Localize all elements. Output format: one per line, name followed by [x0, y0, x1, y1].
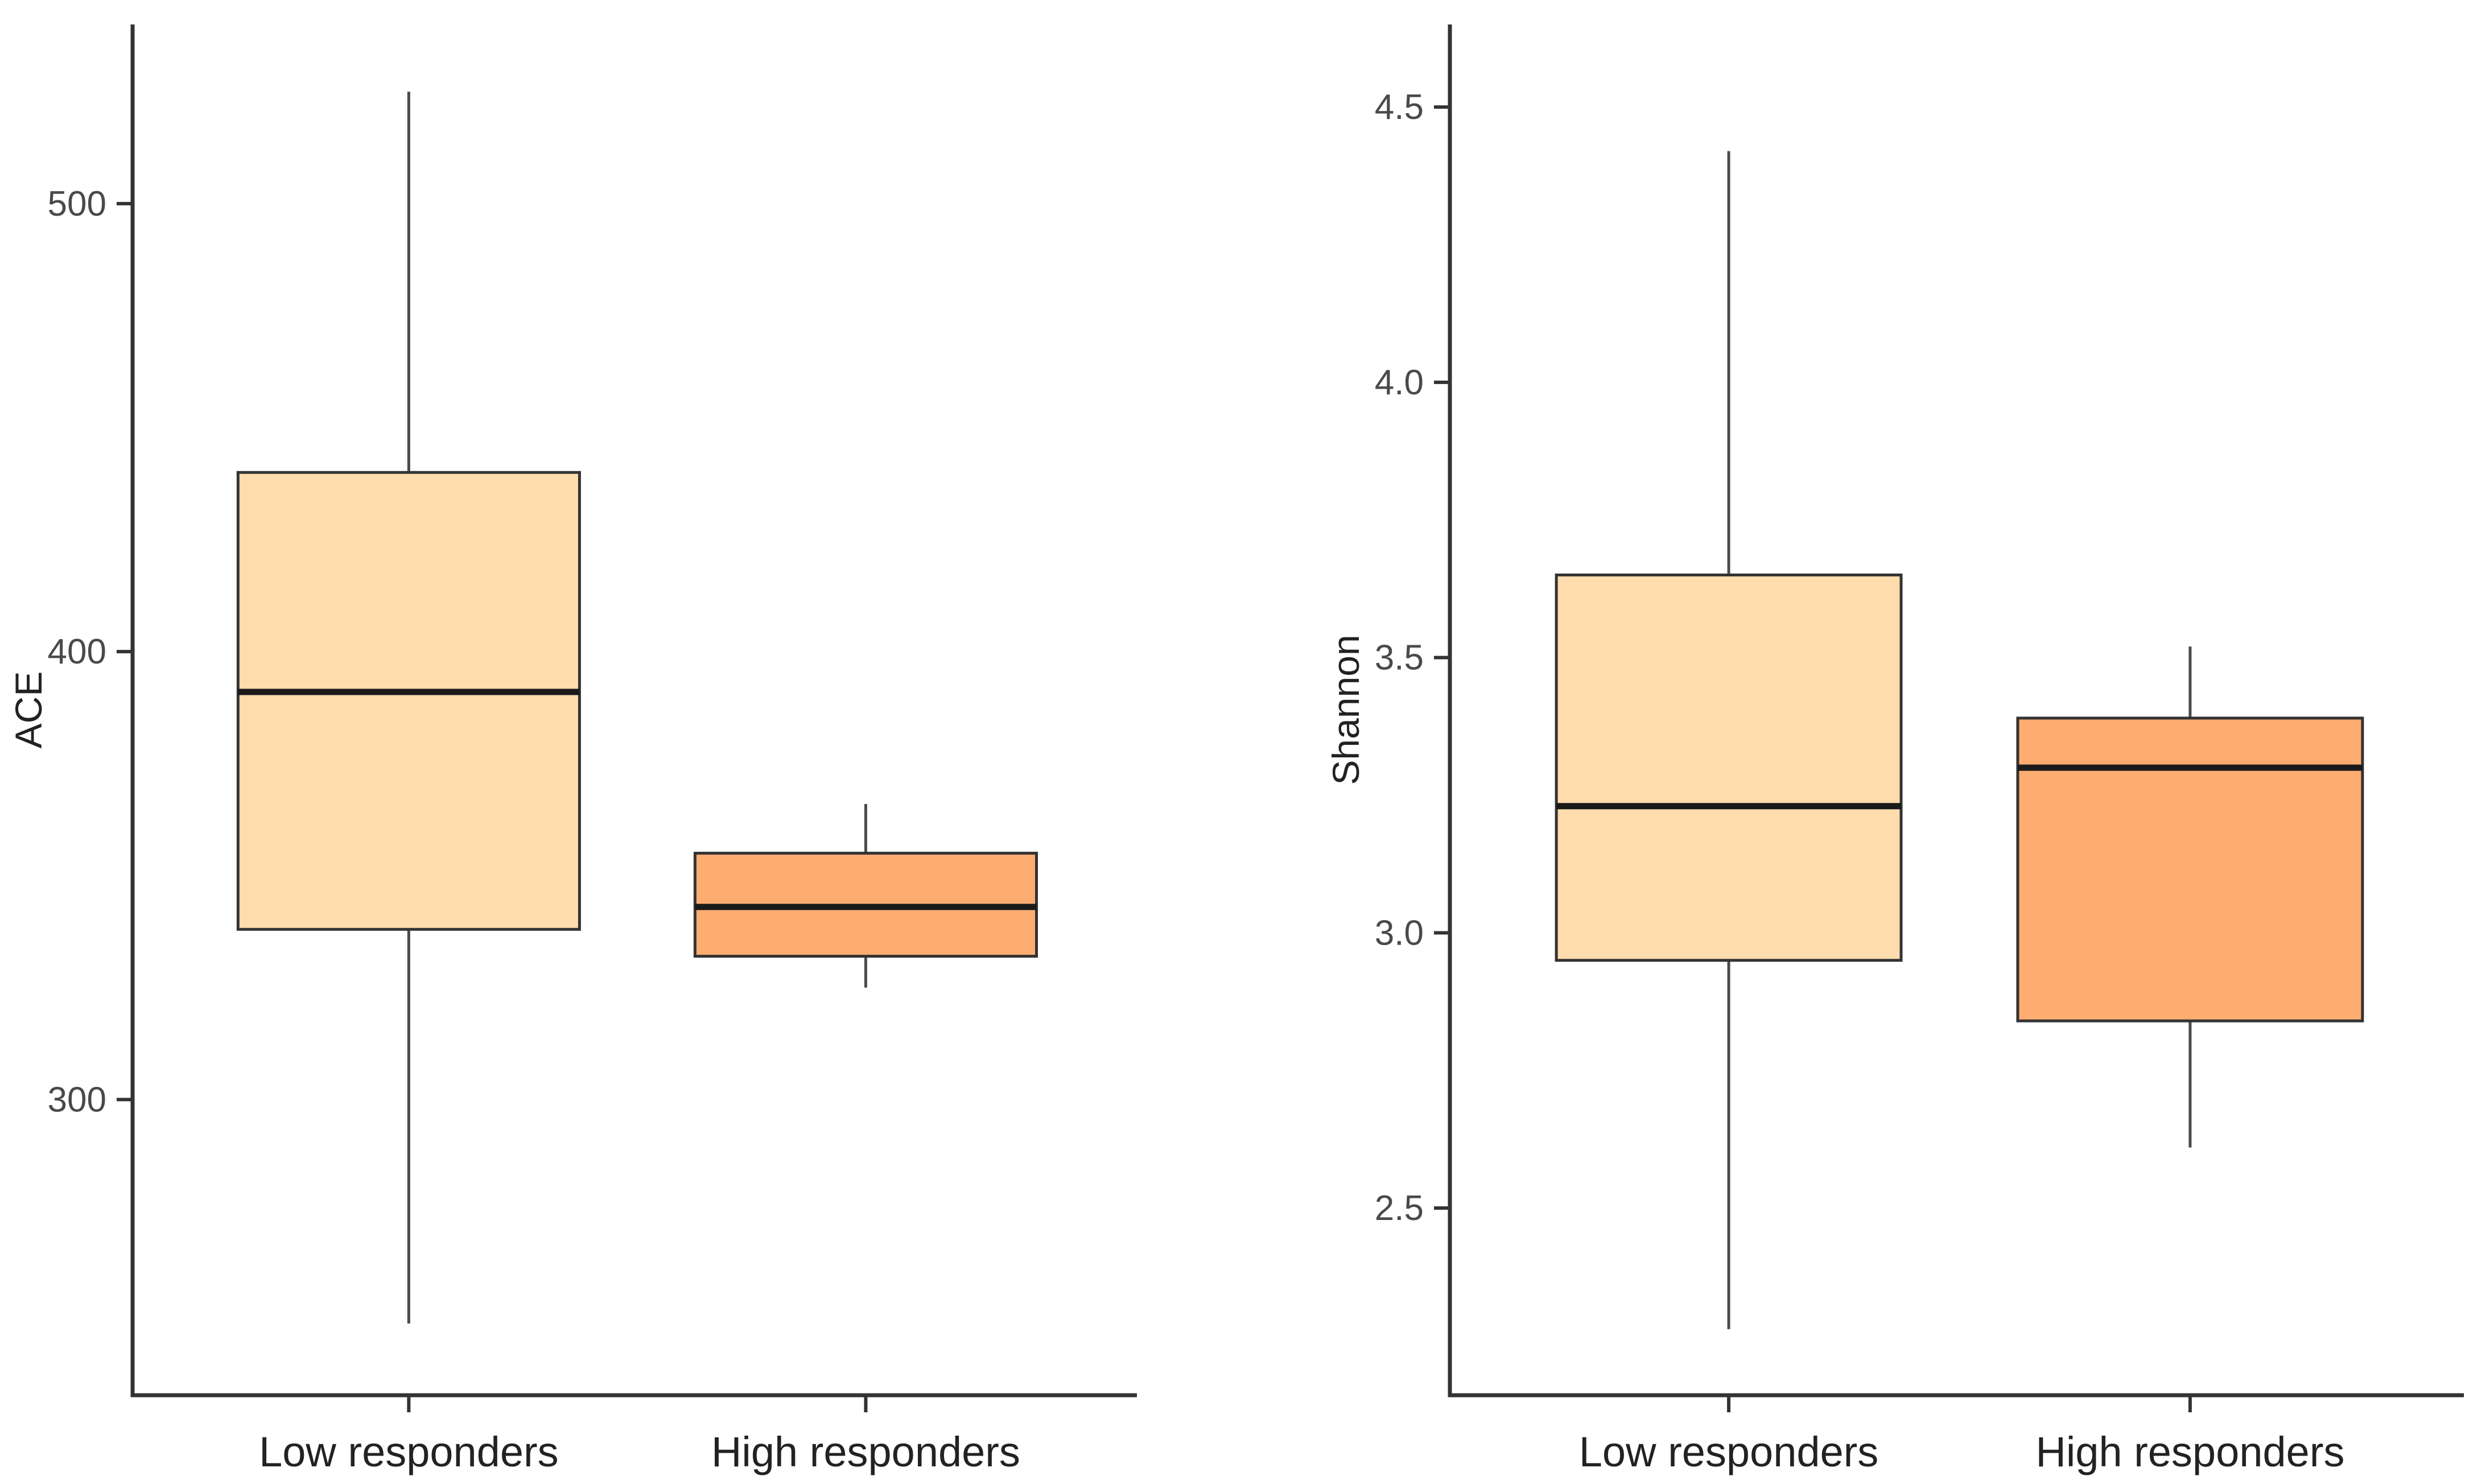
y-tick-label: 400: [48, 632, 106, 671]
box-low-responders: [1555, 573, 1903, 962]
y-tick-label: 300: [48, 1080, 106, 1119]
y-tick-label: 500: [48, 184, 106, 224]
x-category-label: High responders: [2035, 1428, 2344, 1475]
box-high-responders: [2016, 716, 2364, 1023]
x-category-label: Low responders: [1579, 1428, 1879, 1475]
x-category-label: Low responders: [259, 1428, 559, 1475]
y-axis-title: ACE: [7, 671, 50, 749]
box-low-responders: [236, 471, 581, 931]
y-tick-label: 3.5: [1375, 638, 1424, 678]
y-tick-label: 3.0: [1375, 913, 1424, 953]
y-tick-label: 4.0: [1375, 363, 1424, 402]
y-axis-title: Shannon: [1325, 634, 1367, 785]
y-tick-label: 2.5: [1375, 1189, 1424, 1228]
x-category-label: High responders: [711, 1428, 1020, 1475]
y-tick-label: 4.5: [1375, 88, 1424, 127]
